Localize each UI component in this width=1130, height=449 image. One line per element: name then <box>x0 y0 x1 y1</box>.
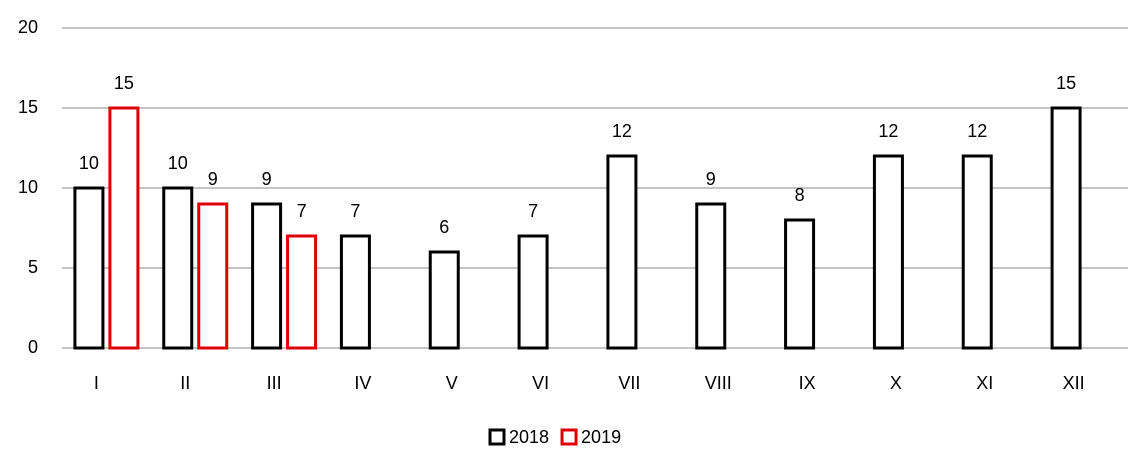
x-tick-label: III <box>267 373 282 393</box>
value-label: 12 <box>967 121 987 141</box>
y-tick-label: 5 <box>28 257 38 277</box>
y-tick-label: 20 <box>18 17 38 37</box>
x-tick-label: X <box>890 373 902 393</box>
bar <box>197 202 229 350</box>
x-tick-label: IX <box>799 373 816 393</box>
x-tick-label: I <box>94 373 99 393</box>
x-tick-label: II <box>180 373 190 393</box>
bar <box>517 234 549 350</box>
value-label: 8 <box>795 185 805 205</box>
legend-label: 2018 <box>509 427 549 447</box>
bar <box>695 202 727 350</box>
bar <box>961 154 993 350</box>
value-label: 9 <box>208 169 218 189</box>
bar <box>339 234 371 350</box>
legend-swatch <box>488 428 506 446</box>
value-label: 9 <box>262 169 272 189</box>
x-tick-label: IV <box>354 373 371 393</box>
x-tick-label: VI <box>532 373 549 393</box>
bar <box>73 186 105 350</box>
x-tick-label: XII <box>1063 373 1085 393</box>
value-label: 15 <box>1056 73 1076 93</box>
value-label: 10 <box>168 153 188 173</box>
bar <box>108 106 140 350</box>
bar <box>162 186 194 350</box>
x-tick-label: VII <box>618 373 640 393</box>
legend-label: 2019 <box>581 427 621 447</box>
value-label: 15 <box>114 73 134 93</box>
value-label: 6 <box>439 217 449 237</box>
value-label: 7 <box>297 201 307 221</box>
legend-swatch <box>560 428 578 446</box>
bar <box>286 234 318 350</box>
value-label: 12 <box>878 121 898 141</box>
value-label: 9 <box>706 169 716 189</box>
bar <box>606 154 638 350</box>
y-tick-label: 10 <box>18 177 38 197</box>
value-label: 7 <box>528 201 538 221</box>
y-tick-label: 15 <box>18 97 38 117</box>
x-tick-label: V <box>446 373 458 393</box>
y-tick-label: 0 <box>28 337 38 357</box>
bar <box>872 154 904 350</box>
value-label: 12 <box>612 121 632 141</box>
bar <box>1050 106 1082 350</box>
bar <box>428 250 460 350</box>
x-tick-label: XI <box>976 373 993 393</box>
bar <box>251 202 283 350</box>
value-label: 7 <box>350 201 360 221</box>
value-label: 10 <box>79 153 99 173</box>
bar <box>784 218 816 350</box>
x-tick-label: VIII <box>705 373 732 393</box>
